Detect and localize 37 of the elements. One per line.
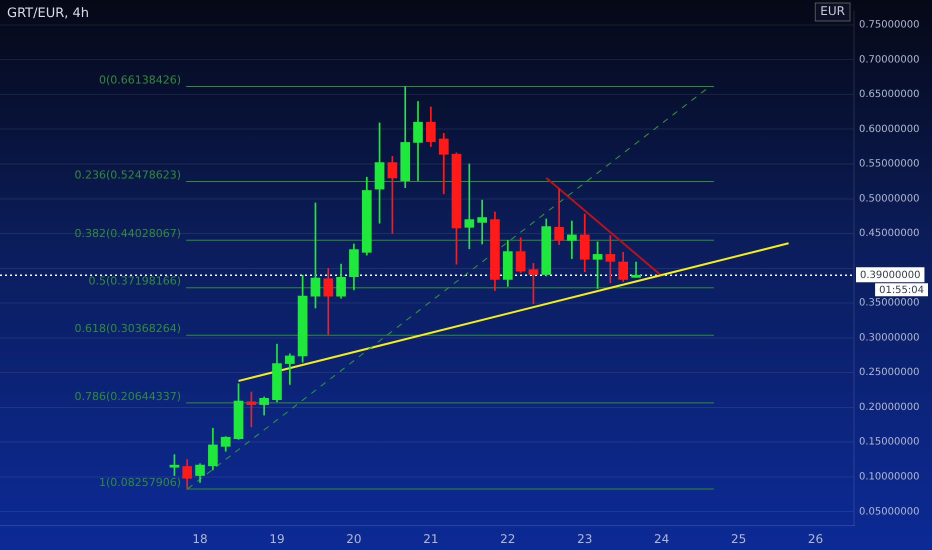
y-tick-label: 0.70000000 bbox=[859, 54, 920, 66]
y-tick-label: 0.05000000 bbox=[859, 506, 920, 518]
y-tick-label: 0.10000000 bbox=[859, 472, 920, 483]
x-tick-label: 19 bbox=[269, 532, 285, 546]
x-tick-label: 22 bbox=[500, 532, 516, 546]
x-tick-label: 25 bbox=[730, 532, 746, 546]
candlestick bbox=[592, 242, 602, 289]
ref-line-label: 0.618(0.30368264) bbox=[74, 322, 182, 336]
y-tick-label: 0.55000000 bbox=[859, 158, 920, 170]
text: 01:55:04 bbox=[879, 284, 924, 296]
x-tick-label: 26 bbox=[808, 532, 824, 546]
y-tick-label: 0.30000000 bbox=[859, 332, 920, 344]
ref-line-label: 0.5(0.37198166) bbox=[88, 274, 182, 288]
y-tick-label: 0.50000000 bbox=[859, 193, 920, 204]
y-tick-label: 0.60000000 bbox=[859, 124, 920, 135]
y-tick-label: 0.20000000 bbox=[859, 402, 920, 413]
x-tick-label: 23 bbox=[577, 532, 592, 546]
x-tick-label: 18 bbox=[192, 532, 208, 546]
ref-line-label: 0(0.66138426) bbox=[98, 73, 182, 86]
x-tick-label: 24 bbox=[654, 532, 670, 546]
chart-title: GRT/EUR, 4h bbox=[7, 6, 90, 21]
y-tick-label: 0.75000000 bbox=[859, 20, 920, 30]
ref-line-label: 0.786(0.20644337) bbox=[74, 390, 182, 403]
y-tick-label: 0.45000000 bbox=[859, 228, 920, 240]
y-tick-label: 0.25000000 bbox=[859, 367, 920, 378]
ref-line-label: 0.236(0.52478623) bbox=[74, 168, 182, 182]
y-tick-label: 0.15000000 bbox=[859, 436, 920, 448]
candlestick bbox=[631, 262, 641, 278]
x-tick-label: 20 bbox=[346, 532, 362, 546]
ref-line-label: 0.382(0.44028067) bbox=[74, 227, 182, 240]
y-tick-label: 0.65000000 bbox=[859, 89, 920, 100]
y-tick-label: 0.35000000 bbox=[859, 298, 920, 309]
ref-line-label: 1(0.08257906) bbox=[98, 476, 182, 489]
annotation: EUR bbox=[820, 4, 845, 18]
candlestick bbox=[310, 202, 320, 308]
x-tick-label: 21 bbox=[423, 532, 438, 546]
ref-line-label: 0.39000000 bbox=[860, 270, 920, 281]
